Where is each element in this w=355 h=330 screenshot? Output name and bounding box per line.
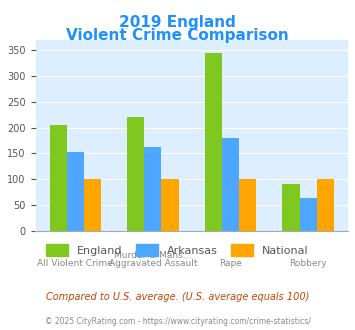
Bar	[50, 125, 67, 231]
Bar	[162, 179, 179, 231]
Bar	[205, 52, 222, 231]
Bar	[144, 147, 162, 231]
Bar	[317, 179, 334, 231]
Text: Robbery: Robbery	[289, 259, 327, 268]
Text: Murder & Mans...: Murder & Mans...	[114, 251, 192, 260]
Text: Compared to U.S. average. (U.S. average equals 100): Compared to U.S. average. (U.S. average …	[46, 292, 309, 302]
Bar	[300, 198, 317, 231]
Bar	[84, 179, 101, 231]
Legend: England, Arkansas, National: England, Arkansas, National	[42, 240, 313, 260]
Bar	[127, 117, 144, 231]
Text: Violent Crime Comparison: Violent Crime Comparison	[66, 28, 289, 43]
Text: Rape: Rape	[219, 259, 242, 268]
Bar	[67, 152, 84, 231]
Text: All Violent Crime: All Violent Crime	[37, 259, 113, 268]
Text: 2019 England: 2019 England	[119, 15, 236, 30]
Bar	[239, 179, 256, 231]
Text: © 2025 CityRating.com - https://www.cityrating.com/crime-statistics/: © 2025 CityRating.com - https://www.city…	[45, 317, 310, 326]
Bar	[283, 184, 300, 231]
Text: Aggravated Assault: Aggravated Assault	[109, 259, 197, 268]
Bar	[222, 138, 239, 231]
